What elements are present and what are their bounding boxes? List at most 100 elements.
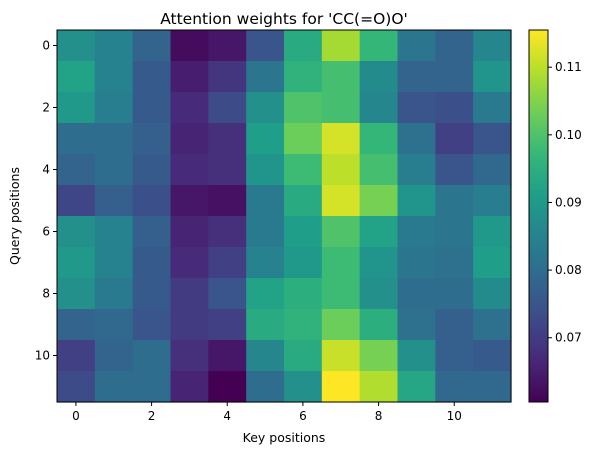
- heatmap-cell: [321, 247, 361, 279]
- heatmap-cell: [170, 371, 209, 403]
- heatmap-cell: [397, 123, 436, 155]
- y-tick-label: 8: [42, 287, 50, 301]
- x-tick-label: 4: [223, 409, 231, 423]
- heatmap-cell: [473, 61, 512, 93]
- heatmap-cell: [57, 340, 96, 372]
- heatmap-cell: [132, 340, 172, 372]
- heatmap-cell: [321, 123, 361, 155]
- heatmap-cell: [94, 123, 134, 155]
- heatmap-cell: [170, 123, 209, 155]
- heatmap-cell: [435, 185, 474, 217]
- heatmap-cell: [397, 309, 436, 341]
- heatmap-cell: [94, 154, 134, 186]
- heatmap-cell: [132, 123, 172, 155]
- heatmap-cell: [208, 123, 247, 155]
- heatmap-cell: [397, 185, 436, 217]
- heatmap-cell: [208, 154, 247, 186]
- heatmap-cell: [94, 30, 134, 62]
- heatmap-cell: [132, 154, 172, 186]
- heatmap-cell: [94, 61, 134, 93]
- heatmap-cell: [397, 61, 436, 93]
- heatmap-cell: [473, 123, 512, 155]
- heatmap-cell: [57, 61, 96, 93]
- colorbar-tick-label: 0.11: [555, 60, 582, 74]
- y-tick-label: 0: [42, 39, 50, 53]
- heatmap-cell: [170, 340, 209, 372]
- heatmap-cell: [321, 278, 361, 310]
- heatmap-cell: [208, 309, 247, 341]
- heatmap-cell: [170, 30, 209, 62]
- heatmap-cell: [397, 154, 436, 186]
- heatmap-cell: [435, 216, 474, 248]
- chart-title: Attention weights for 'CC(=O)O': [160, 10, 408, 28]
- heatmap-cell: [321, 216, 361, 248]
- heatmap-cell: [321, 185, 361, 217]
- heatmap-cell: [435, 247, 474, 279]
- heatmap-cell: [359, 123, 399, 155]
- heatmap-cell: [208, 340, 247, 372]
- heatmap-cell: [435, 340, 474, 372]
- heatmap-cell: [246, 247, 285, 279]
- heatmap-cell: [473, 340, 512, 372]
- heatmap-cell: [473, 185, 512, 217]
- heatmap-cell: [473, 30, 512, 62]
- heatmap-cell: [57, 216, 96, 248]
- heatmap-cell: [397, 371, 436, 403]
- heatmap-cell: [57, 371, 96, 403]
- y-axis: 0 2 4 6 8 10: [35, 39, 57, 363]
- heatmap-cell: [94, 278, 134, 310]
- heatmap-cell: [284, 247, 323, 279]
- heatmap-cell: [132, 247, 172, 279]
- heatmap-cell: [473, 371, 512, 403]
- heatmap-cell: [359, 61, 399, 93]
- heatmap-cell: [94, 92, 134, 124]
- heatmap-cell: [284, 61, 323, 93]
- heatmap-cell: [359, 216, 399, 248]
- heatmap-cell: [435, 278, 474, 310]
- y-tick-label: 4: [42, 163, 50, 177]
- colorbar-tick-label: 0.10: [555, 128, 582, 142]
- heatmap-cell: [170, 309, 209, 341]
- heatmap-cell: [246, 154, 285, 186]
- heatmap-cell: [246, 30, 285, 62]
- heatmap-cell: [359, 154, 399, 186]
- heatmap-cell: [359, 185, 399, 217]
- heatmap-cell: [359, 309, 399, 341]
- plot-frame: [56, 29, 512, 403]
- heatmap-cell: [397, 30, 436, 62]
- heatmap-cell: [208, 30, 247, 62]
- heatmap-cell: [473, 92, 512, 124]
- colorbar-tick-label: 0.07: [555, 331, 582, 345]
- heatmap-cell: [170, 154, 209, 186]
- y-axis-label: Query positions: [7, 167, 22, 265]
- heatmap-cell: [435, 92, 474, 124]
- heatmap-cell: [321, 371, 361, 403]
- heatmap-cell: [321, 340, 361, 372]
- heatmap-cell: [321, 61, 361, 93]
- heatmap-cell: [246, 123, 285, 155]
- heatmap-cell: [132, 92, 172, 124]
- heatmap-cell: [284, 185, 323, 217]
- heatmap-cell: [435, 61, 474, 93]
- heatmap-cell: [284, 123, 323, 155]
- heatmap-cell: [170, 278, 209, 310]
- heatmap-cell: [321, 309, 361, 341]
- heatmap-cell: [359, 371, 399, 403]
- heatmap-cell: [208, 278, 247, 310]
- heatmap-cell: [170, 61, 209, 93]
- x-tick-label: 2: [148, 409, 156, 423]
- heatmap-cell: [57, 30, 96, 62]
- heatmap-cell: [359, 340, 399, 372]
- colorbar-ticks: 0.07 0.08 0.09 0.10 0.11: [548, 60, 582, 345]
- heatmap-cell: [473, 216, 512, 248]
- heatmap-cell: [246, 185, 285, 217]
- heatmap-cell: [359, 92, 399, 124]
- heatmap-cell: [397, 278, 436, 310]
- x-tick-label: 10: [447, 409, 462, 423]
- heatmap-cell: [284, 278, 323, 310]
- heatmap-cell: [284, 309, 323, 341]
- heatmap-cell: [246, 278, 285, 310]
- x-axis: 0 2 4 6 8 10: [72, 402, 462, 423]
- y-tick-label: 6: [42, 225, 50, 239]
- heatmap-cell: [246, 309, 285, 341]
